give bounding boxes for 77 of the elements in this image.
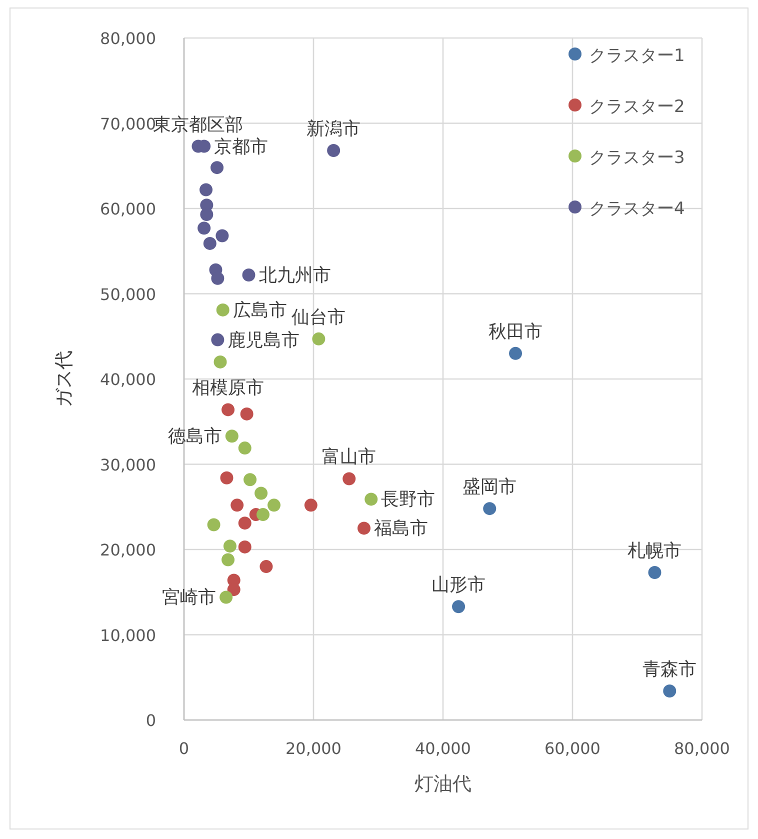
annotation: 盛岡市 — [462, 476, 517, 498]
point — [210, 161, 224, 174]
point — [364, 492, 378, 506]
annotation: 相模原市 — [192, 378, 264, 399]
point — [230, 498, 244, 512]
point — [268, 498, 281, 512]
point — [222, 553, 235, 566]
y-tick-label: 10,000 — [100, 626, 156, 645]
point — [211, 333, 224, 346]
y-tick-label: 20,000 — [100, 540, 156, 560]
annotation: 山形市 — [432, 574, 486, 596]
annotation: 新潟市 — [306, 118, 361, 140]
y-axis-title: ガス代 — [53, 350, 75, 408]
x-tick-label: 80,000 — [674, 739, 730, 758]
point — [198, 222, 211, 235]
point — [203, 236, 216, 250]
point — [223, 540, 236, 553]
point — [238, 540, 252, 554]
point — [220, 471, 234, 484]
point — [216, 303, 230, 316]
legend-label: クラスター4 — [589, 199, 685, 219]
annotation: 札幌市 — [628, 540, 682, 562]
point — [327, 144, 340, 158]
annotation: 福島市 — [374, 518, 428, 540]
point — [509, 346, 522, 360]
point — [222, 403, 235, 416]
point — [312, 332, 326, 346]
legend-label: クラスター2 — [589, 97, 685, 117]
annotation: 鹿児島市 — [228, 330, 300, 351]
y-tick-label: 40,000 — [100, 370, 156, 389]
legend-label: クラスター1 — [589, 46, 685, 66]
point — [225, 430, 238, 443]
y-tick-label: 0 — [146, 711, 156, 730]
point — [220, 590, 233, 604]
point — [452, 600, 466, 614]
x-tick-label: 20,000 — [286, 739, 342, 758]
annotation: 東京都区部 — [153, 114, 244, 136]
point — [207, 518, 220, 532]
point — [238, 516, 252, 530]
point — [200, 208, 214, 221]
annotation: 北九州市 — [258, 264, 331, 286]
point — [304, 498, 318, 512]
point — [227, 583, 240, 596]
point — [216, 229, 229, 242]
point — [260, 560, 273, 574]
y-tick-label: 50,000 — [100, 284, 156, 304]
point — [342, 472, 356, 486]
annotation: 徳島市 — [168, 426, 222, 448]
point — [483, 502, 496, 516]
annotation: 富山市 — [322, 446, 376, 468]
y-tick-label: 30,000 — [100, 455, 156, 474]
annotation: 青森市 — [642, 659, 697, 680]
y-tick-label: 80,000 — [100, 29, 156, 48]
x-tick-label: 0 — [178, 739, 190, 758]
x-axis-title: 灯油代 — [414, 773, 472, 795]
annotation: 宮崎市 — [162, 587, 216, 608]
annotation: 長野市 — [381, 489, 436, 510]
x-tick-label: 60,000 — [544, 739, 600, 758]
annotation: 広島市 — [232, 300, 287, 321]
annotation: 仙台市 — [292, 306, 346, 328]
point — [358, 522, 371, 535]
point — [648, 566, 662, 580]
point — [244, 473, 257, 486]
point — [254, 486, 268, 500]
y-tick-label: 60,000 — [100, 200, 156, 218]
point — [214, 355, 227, 368]
point — [256, 508, 270, 522]
point — [200, 183, 213, 196]
annotation: 京都市 — [214, 136, 268, 158]
legend-label: クラスター3 — [589, 148, 685, 168]
point — [240, 407, 254, 420]
point — [211, 272, 224, 285]
annotation: 秋田市 — [488, 321, 543, 342]
x-tick-label: 40,000 — [415, 739, 471, 758]
point — [238, 442, 252, 455]
point — [242, 268, 256, 282]
point — [663, 684, 676, 698]
